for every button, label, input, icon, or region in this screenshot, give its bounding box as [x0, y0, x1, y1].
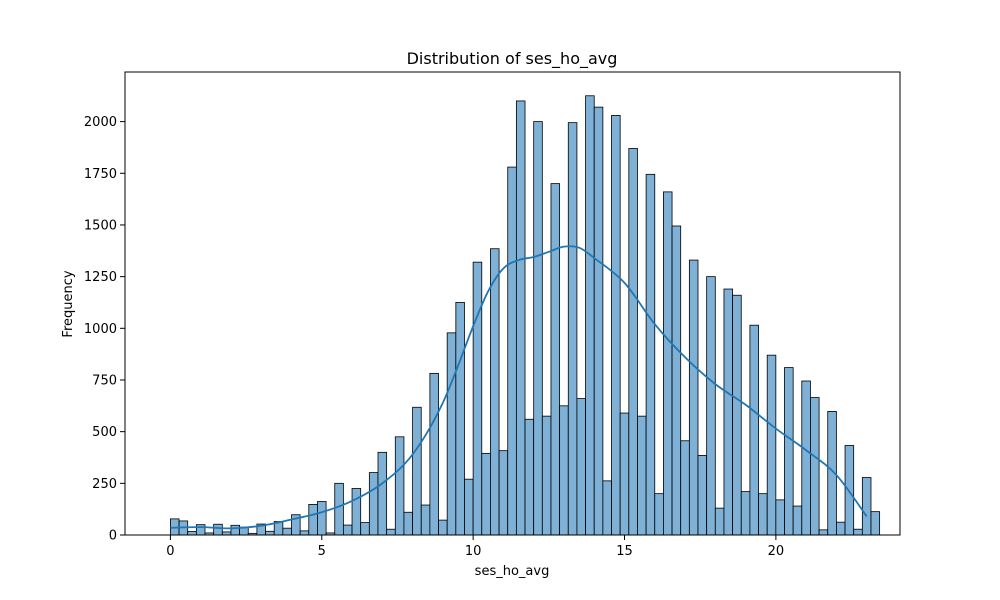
histogram-bar [213, 523, 223, 536]
histogram-bar [308, 504, 318, 536]
histogram-bar [602, 480, 612, 536]
histogram-bar [446, 332, 457, 536]
histogram-bar [714, 507, 725, 536]
y-tick-label: 1750 [84, 167, 117, 182]
histogram-bar [230, 524, 241, 536]
y-tick-label: 2000 [84, 115, 117, 130]
histogram-bar [265, 530, 275, 536]
histogram-bar [766, 354, 777, 536]
histogram-bar [412, 406, 422, 536]
histogram-bar [559, 405, 569, 536]
histogram-bar [593, 106, 604, 536]
histogram-bar [429, 372, 439, 536]
histogram-bar [611, 115, 621, 536]
histogram-bar [394, 436, 405, 536]
histogram-bar [628, 148, 638, 536]
histogram-bar [282, 527, 292, 536]
histogram-bar [187, 531, 197, 536]
histogram-bar [861, 477, 872, 536]
histogram-bar [507, 166, 517, 536]
histogram-bar [619, 412, 630, 536]
y-tick-label: 1500 [84, 218, 117, 233]
histogram-bar [368, 472, 379, 536]
histogram-bar [637, 415, 647, 536]
x-axis-ticks: 0 5 10 15 20 [166, 535, 784, 559]
histogram-bar [818, 529, 829, 536]
histogram-bar [472, 261, 483, 536]
histogram-bar [758, 493, 768, 536]
histogram-bar [706, 276, 716, 536]
x-tick-label: 5 [318, 544, 326, 559]
histogram-bar [420, 504, 431, 536]
histogram-bar [541, 415, 552, 536]
x-axis-title: ses_ho_avg [475, 564, 550, 579]
histogram-bar [870, 511, 881, 536]
histogram-bar [377, 451, 388, 536]
histogram-bar [576, 398, 586, 536]
histogram-bar [455, 302, 465, 536]
histogram-bar [784, 367, 794, 536]
y-tick-label: 250 [92, 477, 117, 492]
histogram-bar [386, 528, 396, 536]
histogram-bar [195, 524, 206, 536]
y-tick-label: 500 [92, 425, 117, 440]
kde-line [170, 245, 868, 530]
histogram-bar [585, 95, 595, 536]
histogram-bar [835, 521, 846, 536]
histogram-bar [740, 491, 751, 536]
histogram-bar [524, 418, 535, 536]
histogram-bar [663, 191, 673, 536]
y-axis-title: Frequency [61, 270, 76, 337]
y-tick-label: 750 [92, 373, 117, 388]
histogram-bar [342, 524, 353, 536]
y-tick-label: 0 [109, 529, 117, 544]
histogram-bar [810, 397, 820, 536]
histogram-bar [403, 511, 413, 536]
histogram-bar [792, 505, 803, 536]
histogram-bar [567, 122, 578, 536]
histogram-bar [671, 225, 682, 536]
histogram-bar [299, 530, 310, 536]
x-tick-label: 0 [166, 544, 174, 559]
histogram-bar [360, 522, 370, 536]
histogram-bar [351, 488, 362, 536]
x-tick-label: 20 [768, 544, 785, 559]
histogram-bar [775, 499, 785, 536]
histogram-bar [645, 173, 656, 536]
histogram-bar [498, 450, 509, 536]
histogram-bars [170, 95, 881, 536]
histogram-bar [481, 452, 491, 536]
chart-title: Distribution of ses_ho_avg [407, 49, 618, 69]
x-tick-label: 15 [616, 544, 633, 559]
histogram-bar [732, 294, 742, 536]
histogram-bar [515, 100, 526, 536]
histogram-bar [464, 478, 474, 536]
histogram-bar [334, 482, 344, 536]
y-tick-label: 1000 [84, 322, 117, 337]
histogram-bar [438, 519, 448, 536]
histogram-bar [749, 324, 759, 536]
histogram-bar [490, 248, 500, 536]
y-axis-ticks: 0 250 500 750 1000 1250 1500 1750 2000 [84, 115, 125, 544]
histogram-bar [853, 528, 863, 536]
y-tick-label: 1250 [84, 270, 117, 285]
histogram-bar [317, 501, 327, 536]
histogram-bar [680, 440, 690, 536]
histogram-bar [688, 259, 699, 536]
histogram-bar [723, 288, 734, 536]
histogram-bar [654, 493, 664, 536]
histogram-bar [533, 121, 543, 536]
histogram-bar [550, 183, 561, 536]
x-tick-label: 10 [465, 544, 482, 559]
histogram-bar [801, 380, 811, 536]
histogram-bar [697, 455, 708, 536]
plot-area-frame [124, 71, 901, 536]
